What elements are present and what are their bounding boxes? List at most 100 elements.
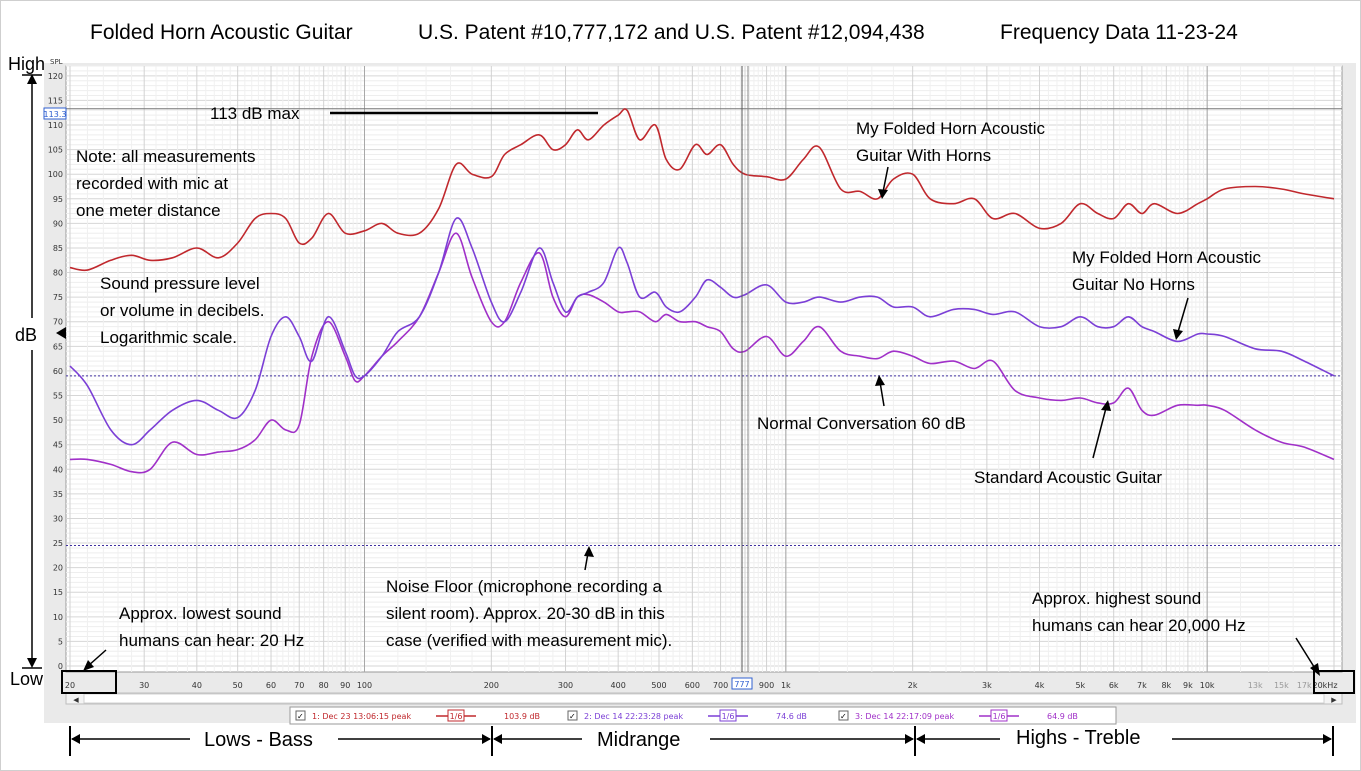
x-tick-label: 400 bbox=[611, 681, 626, 690]
horns-arrow bbox=[882, 166, 889, 193]
x-tick-label: 17k bbox=[1297, 681, 1312, 690]
horns-label-line-1: My Folded Horn Acoustic bbox=[856, 119, 1045, 138]
arrow-left-icon bbox=[71, 734, 80, 744]
db-pointer-icon bbox=[56, 327, 66, 339]
highest-arrow bbox=[1295, 637, 1317, 671]
legend-value: 103.9 dB bbox=[504, 712, 540, 721]
scroll-left-arrow-icon[interactable]: ◀ bbox=[73, 696, 79, 704]
cursor-y-label: 113.3 bbox=[44, 110, 67, 119]
spl-unit-label: SPL bbox=[50, 58, 63, 66]
legend-smoothing: 1/6 bbox=[450, 712, 463, 721]
series-line-3 bbox=[69, 232, 1335, 474]
band-mid-label: Midrange bbox=[597, 729, 680, 751]
note-line-1: Note: all measurements bbox=[76, 147, 256, 166]
high-label: High bbox=[8, 54, 45, 74]
no-horns-label-line-2: Guitar No Horns bbox=[1072, 275, 1195, 294]
x-tick-label: 60 bbox=[266, 681, 276, 690]
x-tick-label: 7k bbox=[1137, 681, 1147, 690]
series-line-1 bbox=[69, 108, 1335, 272]
legend-label: 2: Dec 14 22:23:28 peak bbox=[584, 712, 683, 721]
y-tick-label: 90 bbox=[53, 219, 63, 228]
x-tick-label: 70 bbox=[294, 681, 304, 690]
y-tick-label: 75 bbox=[53, 293, 63, 302]
y-tick-label: 105 bbox=[48, 146, 63, 155]
standard-arrow bbox=[1092, 407, 1107, 459]
legend-value: 64.9 dB bbox=[1047, 712, 1078, 721]
y-tick-label: 35 bbox=[53, 490, 63, 499]
x-tick-label: 50 bbox=[233, 681, 243, 690]
chart-title: Folded Horn Acoustic Guitar bbox=[90, 21, 353, 44]
y-tick-label: 110 bbox=[48, 121, 63, 130]
highest-line-1: Approx. highest sound bbox=[1032, 589, 1201, 608]
highest-freq-box bbox=[1313, 670, 1355, 694]
band-highs-label: Highs - Treble bbox=[1016, 727, 1141, 749]
lowest-arrow bbox=[87, 649, 107, 667]
series-line-2 bbox=[69, 217, 1335, 446]
note-line-2: recorded with mic at bbox=[76, 174, 228, 193]
y-tick-label: 60 bbox=[53, 367, 63, 376]
low-label: Low bbox=[10, 669, 44, 689]
y-tick-label: 95 bbox=[53, 195, 63, 204]
y-tick-label: 0 bbox=[58, 662, 63, 671]
x-tick-label: 1k bbox=[781, 681, 791, 690]
arrow-icon bbox=[878, 189, 888, 199]
x-tick-label: 6k bbox=[1109, 681, 1119, 690]
y-tick-label: 20 bbox=[53, 564, 63, 573]
x-tick-label: 20kHz bbox=[1312, 681, 1337, 690]
series-lines bbox=[69, 108, 1335, 474]
scrollbar-thumb[interactable] bbox=[83, 693, 1325, 704]
x-tick-label: 2k bbox=[908, 681, 918, 690]
checkmark-icon: ✓ bbox=[569, 712, 576, 721]
x-tick-label: 90 bbox=[340, 681, 350, 690]
x-tick-label: 300 bbox=[558, 681, 573, 690]
scroll-right-arrow-icon[interactable]: ▶ bbox=[1331, 696, 1337, 704]
y-tick-label: 65 bbox=[53, 342, 63, 351]
x-tick-label: 900 bbox=[759, 681, 774, 690]
patent-numbers: U.S. Patent #10,777,172 and U.S. Patent … bbox=[418, 21, 925, 44]
no-horns-arrow bbox=[1177, 297, 1189, 333]
legend-label: 1: Dec 23 13:06:15 peak bbox=[312, 712, 411, 721]
noise-line-2: silent room). Approx. 20-30 dB in this bbox=[386, 604, 665, 623]
legend-smoothing-box bbox=[447, 709, 465, 722]
y-tick-label: 100 bbox=[48, 170, 63, 179]
x-tick-label: 13k bbox=[1248, 681, 1263, 690]
spl-note-line-1: Sound pressure level bbox=[100, 274, 260, 293]
lowest-line-1: Approx. lowest sound bbox=[119, 604, 282, 623]
conversation-label: Normal Conversation 60 dB bbox=[757, 414, 966, 433]
legend-checkbox[interactable] bbox=[838, 710, 849, 721]
y-tick-label: 15 bbox=[53, 588, 63, 597]
legend-smoothing-box bbox=[719, 709, 737, 722]
cursor-x-label: 777 bbox=[734, 680, 749, 689]
x-tick-label: 80 bbox=[319, 681, 329, 690]
x-tick-label: 10k bbox=[1200, 681, 1215, 690]
legend: ✓ 1: Dec 23 13:06:15 peak 1/6 103.9 dB ✓ 2: D… bbox=[295, 709, 1078, 722]
y-tick-label: 30 bbox=[53, 514, 63, 523]
data-date: Frequency Data 11-23-24 bbox=[1000, 21, 1238, 44]
max-label: 113 dB max bbox=[210, 104, 300, 123]
highest-line-2: humans can hear 20,000 Hz bbox=[1032, 616, 1246, 635]
arrow-right-icon bbox=[482, 734, 491, 744]
y-tick-label: 10 bbox=[53, 613, 63, 622]
y-tick-label: 70 bbox=[53, 318, 63, 327]
noise-line-3: case (verified with measurement mic). bbox=[386, 631, 672, 650]
y-tick-label: 40 bbox=[53, 465, 63, 474]
x-tick-label: 20 bbox=[65, 681, 75, 690]
x-tick-label: 600 bbox=[685, 681, 700, 690]
x-tick-label: 3k bbox=[982, 681, 992, 690]
x-tick-label: 500 bbox=[651, 681, 666, 690]
arrow-left-icon bbox=[493, 734, 502, 744]
legend-checkbox[interactable] bbox=[295, 710, 306, 721]
y-tick-label: 45 bbox=[53, 441, 63, 450]
legend-checkbox[interactable] bbox=[567, 710, 578, 721]
arrow-icon bbox=[1101, 400, 1111, 411]
arrow-icon bbox=[875, 375, 885, 386]
x-tick-labels: 20 30 40 50 60 70 80 90 100 200 300 400 500 600 700 900… bbox=[65, 681, 1338, 690]
standard-guitar-label: Standard Acoustic Guitar bbox=[974, 468, 1162, 487]
arrow-right-icon bbox=[1323, 734, 1332, 744]
x-tick-label: 9k bbox=[1183, 681, 1193, 690]
spl-note-line-2: or volume in decibels. bbox=[100, 301, 264, 320]
no-horns-label-line-1: My Folded Horn Acoustic bbox=[1072, 248, 1261, 267]
note-line-3: one meter distance bbox=[76, 201, 221, 220]
lowest-freq-box bbox=[61, 670, 117, 694]
x-tick-label: 15k bbox=[1274, 681, 1289, 690]
